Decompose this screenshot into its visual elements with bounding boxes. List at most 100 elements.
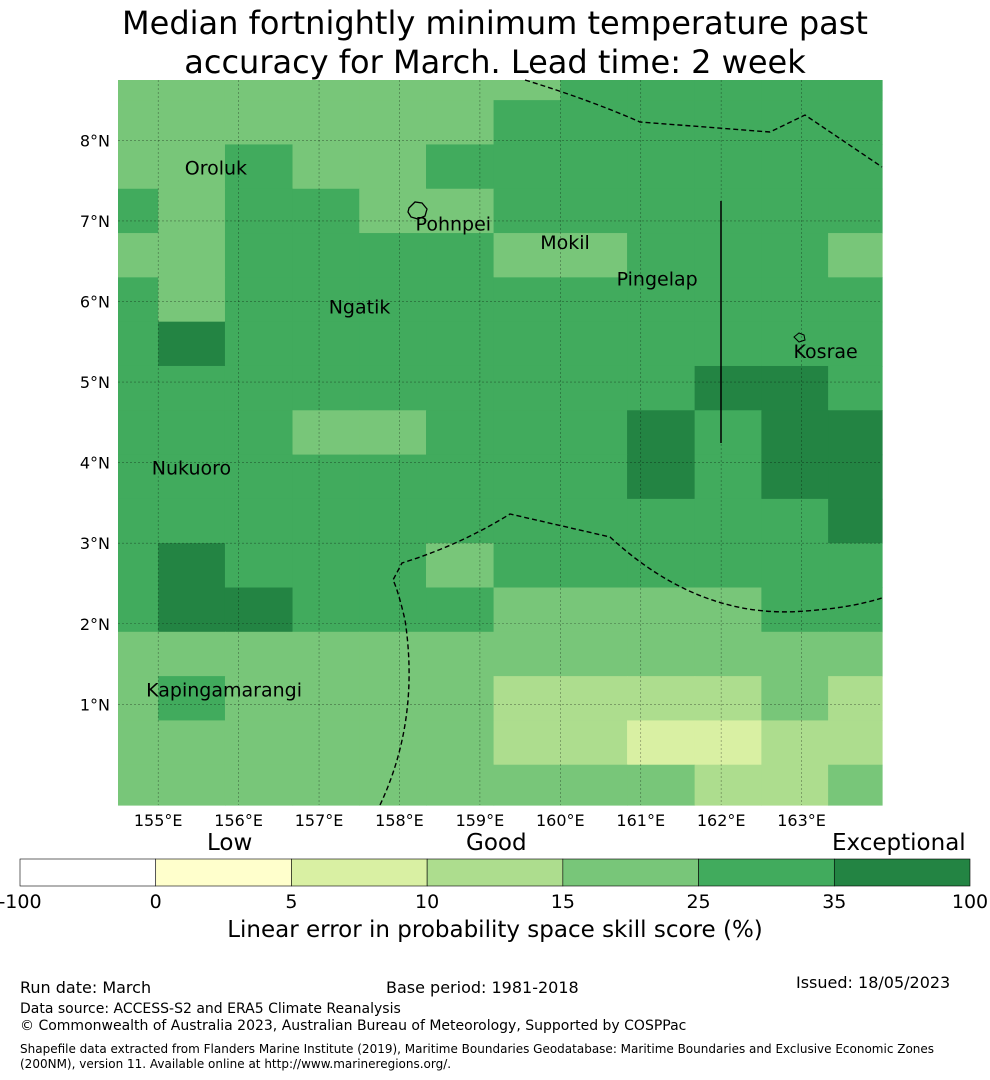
island-label-kosrae: Kosrae bbox=[794, 341, 858, 363]
skill-cell bbox=[694, 410, 762, 456]
skill-cell bbox=[426, 321, 495, 367]
colorbar-bin bbox=[698, 858, 835, 887]
skill-cell bbox=[493, 410, 561, 456]
skill-cell bbox=[761, 144, 829, 190]
colorbar-label: Linear error in probability space skill … bbox=[227, 917, 763, 943]
skill-cell bbox=[118, 233, 159, 278]
skill-cell bbox=[224, 764, 294, 806]
skill-cell bbox=[158, 365, 226, 411]
skill-cell bbox=[828, 454, 883, 500]
x-tick-label: 159°E bbox=[456, 811, 505, 830]
skill-cell bbox=[694, 676, 762, 722]
island-label-oroluk: Oroluk bbox=[185, 157, 247, 179]
skill-cell bbox=[426, 587, 495, 633]
skill-cell bbox=[224, 188, 294, 234]
title-line-2: accuracy for March. Lead time: 2 week bbox=[184, 43, 806, 81]
skill-cell bbox=[224, 454, 294, 500]
skill-cell bbox=[493, 100, 561, 146]
skill-cell bbox=[493, 764, 561, 806]
island-outlines bbox=[407, 201, 806, 343]
skill-cell bbox=[560, 321, 628, 367]
skill-cell bbox=[627, 365, 696, 411]
skill-cell bbox=[118, 80, 159, 101]
skill-cell bbox=[292, 587, 360, 633]
skill-cell bbox=[292, 365, 360, 411]
colorbar-bin bbox=[155, 858, 292, 887]
skill-cell bbox=[158, 100, 226, 146]
skill-cell bbox=[158, 277, 226, 323]
y-tick-label: 3°N bbox=[80, 534, 110, 553]
skill-cell bbox=[828, 676, 883, 722]
skill-cell bbox=[118, 543, 159, 589]
skill-cell bbox=[359, 543, 427, 589]
skill-cell bbox=[359, 454, 427, 500]
skill-cell bbox=[118, 321, 159, 367]
skill-cell bbox=[627, 676, 696, 722]
skill-cell bbox=[761, 233, 829, 278]
skill-cell bbox=[694, 764, 762, 806]
skill-cell bbox=[560, 498, 628, 544]
skill-cell bbox=[292, 764, 360, 806]
skill-cell bbox=[694, 498, 762, 544]
skill-cell bbox=[828, 720, 883, 766]
skill-cell bbox=[359, 277, 427, 323]
y-tick-label: 4°N bbox=[80, 454, 110, 473]
skill-cell bbox=[761, 321, 829, 367]
island-label-pingelap: Pingelap bbox=[617, 268, 698, 290]
skill-cell bbox=[359, 233, 427, 278]
colorbar-tick-label: 10 bbox=[415, 891, 439, 913]
skill-cell bbox=[158, 720, 226, 766]
skill-cell bbox=[828, 543, 883, 589]
skill-cell bbox=[493, 720, 561, 766]
skill-cell bbox=[118, 764, 159, 806]
skill-cell bbox=[158, 188, 226, 234]
skill-cell bbox=[158, 676, 226, 722]
skill-cell bbox=[224, 321, 294, 367]
colorbar-tick-label: 0 bbox=[150, 891, 162, 913]
skill-cell bbox=[560, 764, 628, 806]
y-tick-label: 1°N bbox=[80, 695, 110, 714]
colorbar: -100 0 5 10 15 25 35 100 bbox=[0, 858, 988, 913]
island-label-kapingamarangi: Kapingamarangi bbox=[146, 679, 302, 701]
skill-cell bbox=[158, 587, 226, 633]
colorbar-bin bbox=[19, 858, 157, 887]
skill-cell bbox=[118, 631, 159, 677]
skill-cell bbox=[493, 321, 561, 367]
skill-cell bbox=[118, 587, 159, 633]
skill-cell bbox=[292, 100, 360, 146]
skill-cell bbox=[118, 365, 159, 411]
skill-cell bbox=[224, 100, 294, 146]
y-tick-label: 8°N bbox=[80, 131, 110, 150]
skill-cell bbox=[761, 543, 829, 589]
skill-cell bbox=[359, 587, 427, 633]
skill-cell bbox=[828, 233, 883, 278]
skill-cell bbox=[158, 764, 226, 806]
skill-cell bbox=[224, 365, 294, 411]
skill-cell bbox=[828, 100, 883, 146]
skill-cell bbox=[118, 410, 159, 456]
skill-cell bbox=[118, 188, 159, 234]
skill-cell bbox=[560, 188, 628, 234]
skill-cell bbox=[359, 631, 427, 677]
skill-cell bbox=[426, 543, 495, 589]
skill-cell bbox=[761, 188, 829, 234]
skill-cell bbox=[426, 720, 495, 766]
skill-cell bbox=[426, 100, 495, 146]
skill-cell bbox=[493, 365, 561, 411]
skill-cell bbox=[158, 80, 226, 101]
island-label-ngatik: Ngatik bbox=[329, 297, 391, 319]
island-label-nukuoro: Nukuoro bbox=[152, 458, 231, 480]
skill-cell bbox=[560, 676, 628, 722]
x-axis-ticks: 155°E 156°E 157°E 158°E 159°E 160°E 161°E 162°E… bbox=[134, 811, 826, 830]
x-tick-label: 161°E bbox=[616, 811, 665, 830]
skill-cell bbox=[493, 676, 561, 722]
data-source: Data source: ACCESS-S2 and ERA5 Climate … bbox=[20, 1001, 401, 1017]
skill-cell bbox=[627, 454, 696, 500]
skill-cell bbox=[224, 631, 294, 677]
skill-cell bbox=[426, 144, 495, 190]
skill-cell bbox=[426, 498, 495, 544]
colorbar-tick-label: 100 bbox=[952, 891, 988, 913]
skill-cell bbox=[828, 80, 883, 101]
skill-cell bbox=[158, 543, 226, 589]
